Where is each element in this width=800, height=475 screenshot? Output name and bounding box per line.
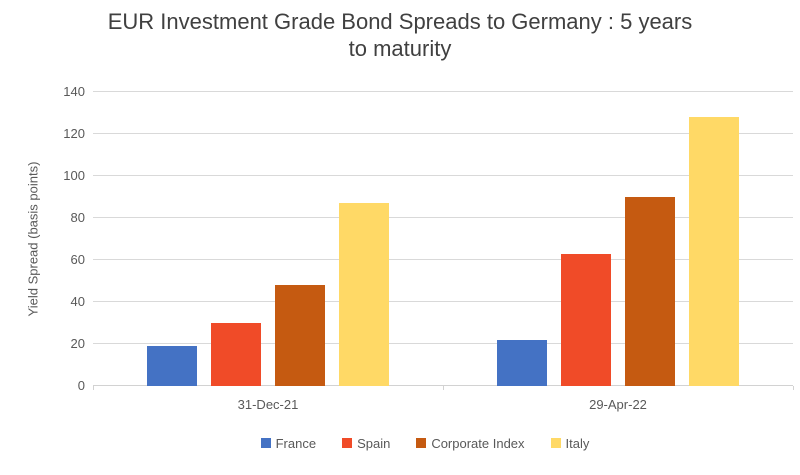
legend-label-france: France [275, 435, 317, 451]
gridline-20 [93, 343, 793, 344]
legend-item-corporate-index: Corporate Index [416, 435, 525, 451]
legend-swatch-spain-icon [342, 438, 353, 448]
chart-title-line1: EUR Investment Grade Bond Spreads to Ger… [107, 9, 693, 34]
legend-label-italy: Italy [565, 435, 590, 451]
gridline-100 [93, 175, 793, 176]
legend-label-spain: Spain [357, 435, 391, 451]
category-group-29-apr-22 [443, 92, 793, 386]
legend-item-spain: Spain [342, 436, 390, 451]
gridline-120 [93, 133, 793, 134]
chart-title-line2: to maturity [348, 36, 452, 61]
plot-area [93, 91, 794, 390]
legend-item-france: France [260, 435, 317, 451]
y-tick-label-140: 140 [63, 84, 85, 99]
y-tick-label-60: 60 [70, 252, 85, 267]
x-category-label-31-dec-21: 31-Dec-21 [237, 397, 299, 412]
gridline-40 [93, 301, 793, 302]
bar-italy-29-apr-22 [689, 117, 739, 386]
y-tick-label-80: 80 [70, 210, 85, 225]
legend: France Spain Corporate Index Italy [50, 435, 800, 451]
bar-spain-31-dec-21 [211, 323, 261, 386]
bar-corporate-index-29-apr-22 [625, 197, 675, 386]
bar-france-31-dec-21 [147, 346, 197, 386]
gridline-140 [93, 91, 793, 92]
x-axis-tick-0 [93, 386, 94, 390]
gridline-80 [93, 217, 793, 218]
bar-spain-29-apr-22 [561, 253, 611, 386]
y-tick-label-20: 20 [70, 336, 85, 351]
legend-swatch-france-icon [260, 438, 271, 448]
legend-swatch-italy-icon [550, 438, 561, 448]
x-axis-tick-2 [793, 386, 794, 390]
bar-italy-31-dec-21 [339, 203, 389, 386]
chart-title: EUR Investment Grade Bond Spreads to Ger… [0, 8, 800, 62]
bar-france-29-apr-22 [497, 339, 547, 386]
y-tick-label-40: 40 [70, 294, 85, 309]
bar-corporate-index-31-dec-21 [275, 285, 325, 386]
legend-swatch-corporate-index-icon [416, 438, 427, 448]
legend-label-corporate-index: Corporate Index [431, 435, 525, 451]
x-axis-tick-1 [443, 386, 444, 390]
y-tick-label-0: 0 [77, 378, 85, 393]
category-group-31-dec-21 [93, 92, 443, 386]
gridline-60 [93, 259, 793, 260]
y-tick-label-100: 100 [63, 168, 85, 183]
x-category-label-29-apr-22: 29-Apr-22 [589, 397, 647, 412]
y-axis-title: Yield Spread (basis points) [25, 161, 41, 317]
legend-item-italy: Italy [550, 435, 590, 451]
y-tick-label-120: 120 [63, 126, 85, 141]
x-axis-line [93, 385, 793, 386]
